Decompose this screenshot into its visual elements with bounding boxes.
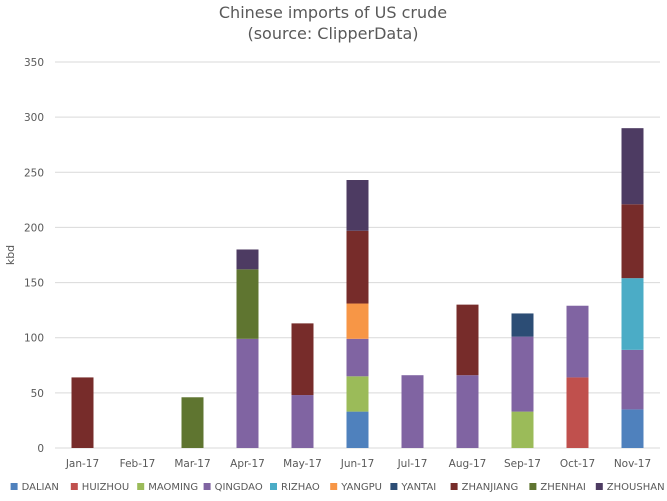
legend-swatch-yangpu (330, 483, 338, 490)
y-tick-label: 150 (24, 278, 44, 290)
legend-swatch-huizhou (70, 483, 78, 490)
legend-label-yangpu: YANGPU (340, 482, 382, 493)
legend-label-yantai: YANTAI (400, 482, 436, 493)
legend-swatch-zhenhai (529, 483, 537, 490)
legend-swatch-dalian (10, 483, 18, 490)
x-tick-label: Jul-17 (397, 458, 428, 470)
legend-swatch-rizhao (270, 483, 277, 490)
y-tick-label: 50 (31, 388, 44, 400)
y-tick-label: 200 (24, 222, 44, 234)
legend-label-huizhou: HUIZHOU (82, 482, 129, 493)
bar-segment-yantai-sep-17 (511, 313, 534, 337)
legend-label-rizhao: RIZHAO (281, 482, 320, 493)
bar-segment-zhenhai-apr-17 (236, 269, 259, 339)
bar-segment-qingdao-sep-17 (511, 336, 534, 412)
legend-swatch-zhoushan (595, 483, 603, 490)
x-tick-label: Sep-17 (504, 458, 541, 470)
y-tick-label: 350 (24, 57, 44, 69)
bar-segment-qingdao-apr-17 (236, 338, 259, 448)
bars (71, 128, 644, 448)
x-tick-label: Oct-17 (560, 458, 595, 470)
bar-segment-dalian-jun-17 (346, 411, 369, 448)
x-tick-label: Nov-17 (614, 458, 651, 470)
legend-swatch-maoming (137, 483, 145, 490)
bar-segment-dalian-nov-17 (621, 409, 644, 448)
y-tick-label: 100 (24, 333, 44, 345)
chart-subtitle: (source: ClipperData) (247, 24, 418, 43)
bar-segment-rizhao-nov-17 (621, 278, 644, 350)
bar-segment-qingdao-may-17 (291, 395, 314, 448)
bar-segment-zhanjiang-nov-17 (621, 204, 644, 279)
legend-label-qingdao: QINGDAO (215, 482, 263, 493)
y-tick-label: 300 (24, 112, 44, 124)
x-tick-label: Mar-17 (174, 458, 210, 470)
x-tick-label: Jun-17 (340, 458, 375, 470)
x-tick-label: Apr-17 (230, 458, 265, 470)
legend-swatch-zhanjiang (450, 483, 458, 490)
bar-segment-zhanjiang-may-17 (291, 323, 314, 396)
bar-segment-qingdao-nov-17 (621, 349, 644, 410)
bar-segment-maoming-jun-17 (346, 376, 369, 412)
bar-segment-qingdao-jul-17 (401, 375, 424, 448)
bar-segment-zhoushan-jun-17 (346, 180, 369, 231)
y-tick-label: 250 (24, 167, 44, 179)
legend-swatch-qingdao (203, 483, 211, 490)
bar-segment-yangpu-jun-17 (346, 303, 369, 339)
chart-title: Chinese imports of US crude (219, 3, 447, 22)
x-tick-label: Jan-17 (65, 458, 99, 470)
bar-segment-zhanjiang-jun-17 (346, 230, 369, 304)
y-axis-label: kbd (4, 245, 17, 265)
bar-segment-qingdao-aug-17 (456, 375, 479, 448)
legend-label-zhenhai: ZHENHAI (540, 482, 585, 493)
x-tick-label: May-17 (283, 458, 322, 470)
legend-label-zhoushan: ZHOUSHAN (607, 482, 665, 493)
bar-segment-maoming-sep-17 (511, 411, 534, 448)
bar-segment-zhoushan-apr-17 (236, 249, 259, 270)
legend-swatch-yantai (390, 483, 398, 490)
legend-label-maoming: MAOMING (148, 482, 198, 493)
bar-segment-zhenhai-mar-17 (181, 397, 204, 448)
x-axis-ticks: Jan-17 Feb-17 Mar-17 Apr-17 May-17 Jun-17 Jul-… (65, 458, 651, 470)
legend-label-dalian: DALIAN (22, 482, 59, 493)
y-tick-label: 0 (37, 443, 44, 455)
legend: DALIAN HUIZHOU MAOMING QINGDAO RIZHAO YANGPU Y… (10, 482, 665, 493)
legend-label-zhanjiang: ZHANJIANG (462, 482, 519, 493)
x-tick-label: Aug-17 (449, 458, 487, 470)
y-axis-ticks: 0 50 100 150 200 250 300 350 (24, 57, 44, 455)
bar-segment-zhanjiang-aug-17 (456, 304, 479, 376)
bar-segment-qingdao-jun-17 (346, 338, 369, 377)
bar-segment-zhanjiang-jan-17 (71, 377, 94, 448)
bar-segment-huizhou-oct-17 (566, 377, 589, 448)
bar-segment-qingdao-oct-17 (566, 305, 589, 378)
x-tick-label: Feb-17 (120, 458, 156, 470)
bar-segment-zhoushan-nov-17 (621, 128, 644, 205)
